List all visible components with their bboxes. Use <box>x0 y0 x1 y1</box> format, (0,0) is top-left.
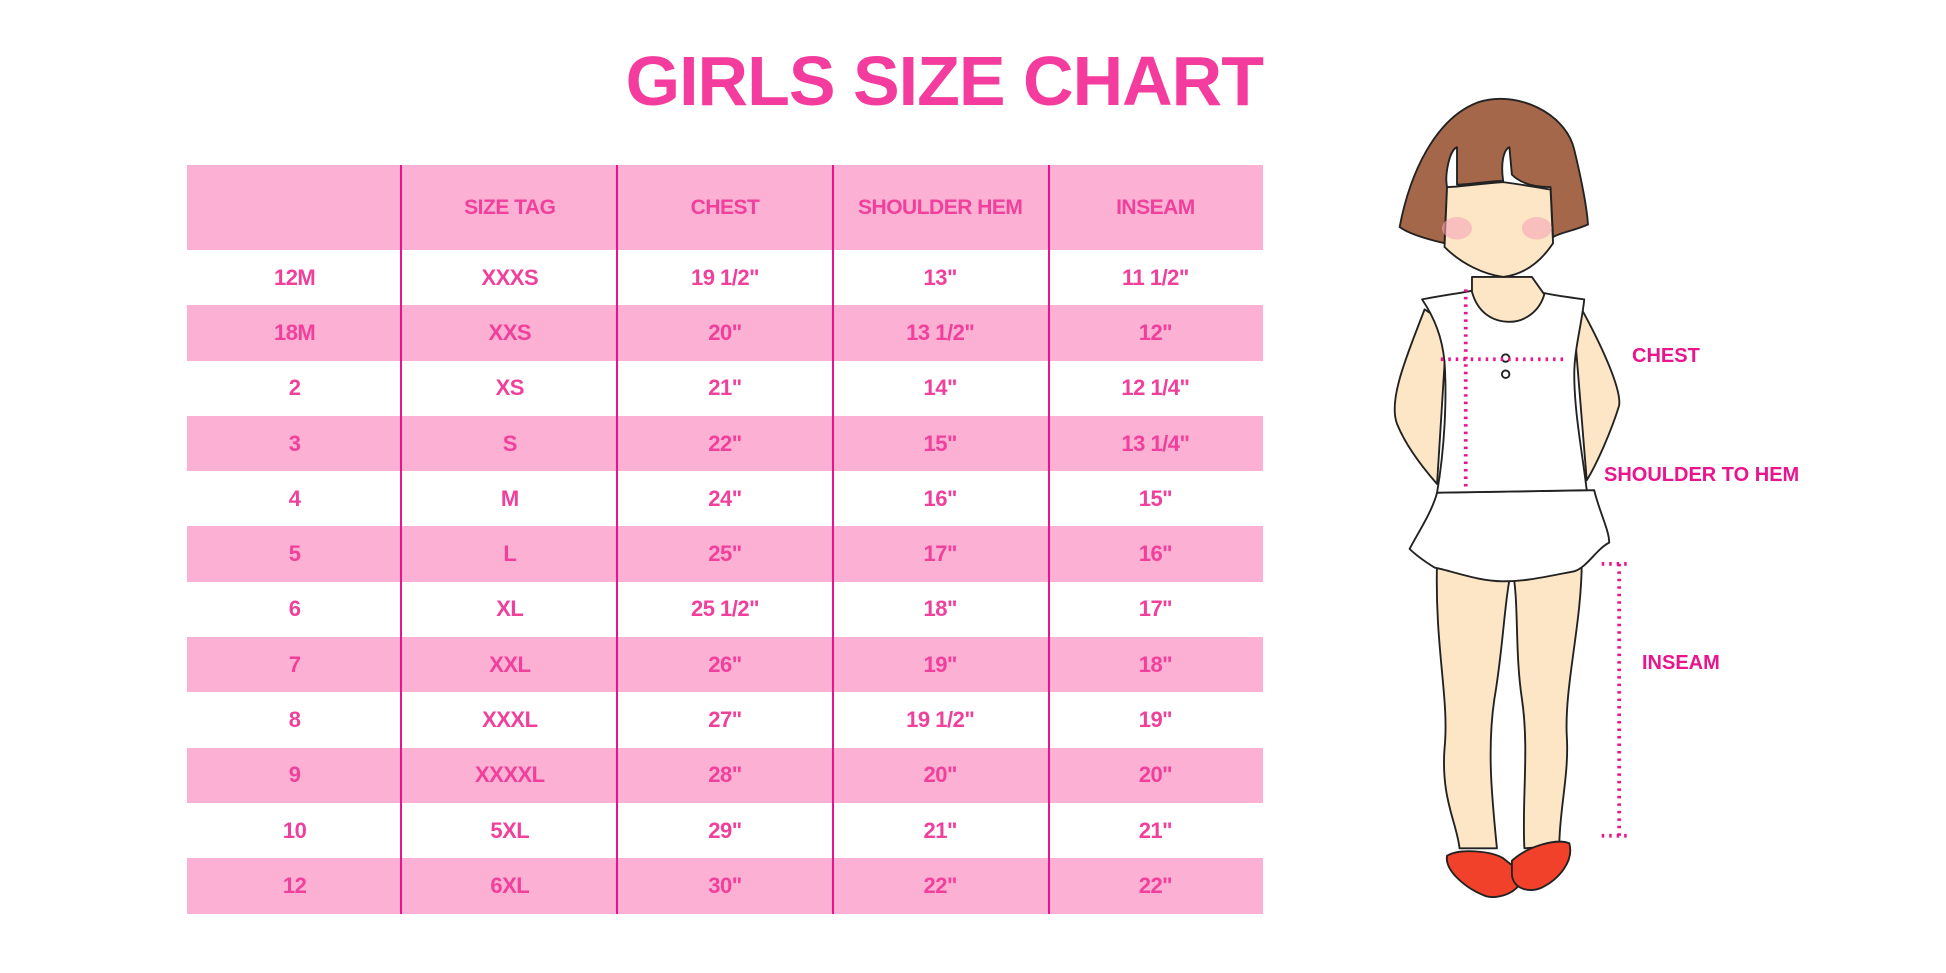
table-cell: 17" <box>1138 596 1173 622</box>
table-row: 12 6XL 30" 22" 22" <box>187 858 1263 914</box>
table-row: 4 M 24" 16" 15" <box>187 471 1263 526</box>
table-row: 18M XXS 20" 13 1/2" 12" <box>187 305 1263 361</box>
column-divider <box>1048 165 1050 914</box>
table-row: 2 XS 21" 14" 12 1/4" <box>187 361 1263 416</box>
table-cell: 19 1/2" <box>690 264 760 290</box>
table-cell: 9 <box>288 762 301 788</box>
table-row: 12M XXXS 19 1/2" 13" 11 1/2" <box>187 250 1263 305</box>
table-cell: XXXXL <box>474 762 545 788</box>
table-cell: XXXL <box>482 707 538 733</box>
table-cell: 18" <box>1138 651 1173 677</box>
table-row: 10 5XL 29" 21" 21" <box>187 803 1263 858</box>
table-cell: XXXS <box>481 264 539 290</box>
table-row: 7 XXL 26" 19" 18" <box>187 637 1263 693</box>
table-cell: 15" <box>1138 485 1173 511</box>
table-row: 6 XL 25 1/2" 18" 17" <box>187 582 1263 637</box>
right-shoe <box>1510 840 1572 891</box>
table-cell: 26" <box>708 651 742 677</box>
table-cell: 6XL <box>490 872 530 898</box>
table-cell: 11 1/2" <box>1121 264 1189 290</box>
table-cell: 8 <box>288 707 301 733</box>
table-cell: 19" <box>1138 707 1173 733</box>
table-cell: 21" <box>923 817 958 843</box>
table-cell: 6 <box>288 596 301 622</box>
table-cell: 21" <box>708 375 742 401</box>
table-cell: 20" <box>1138 762 1173 788</box>
table-cell: 12 1/4" <box>1121 375 1190 401</box>
hair <box>1398 97 1589 245</box>
table-row: 5 L 25" 17" 16" <box>187 526 1263 582</box>
neck <box>1471 275 1546 323</box>
table-cell: XXL <box>489 651 531 677</box>
table-cell: 7 <box>288 651 301 677</box>
table-cell: 24" <box>708 485 742 511</box>
skirt <box>1408 489 1611 583</box>
table-cell: 18" <box>923 596 958 622</box>
left-shoe <box>1446 850 1523 898</box>
table-cell: 27" <box>708 707 742 733</box>
table-cell: 13 1/2" <box>906 319 975 345</box>
table-cell: XS <box>495 375 525 401</box>
table-cell: S <box>502 430 518 456</box>
shoulder-to-hem-label: SHOULDER TO HEM <box>1604 464 1800 486</box>
header-cell: INSEAM <box>1116 195 1195 219</box>
table-cell: 20" <box>923 762 958 788</box>
table-cell: M <box>500 485 519 511</box>
table-cell: 21" <box>1138 817 1173 843</box>
table-cell: 12M <box>273 264 316 290</box>
table-cell: 20" <box>708 319 742 345</box>
table-row: 8 XXXL 27" 19 1/2" 19" <box>187 692 1263 747</box>
chest-label: CHEST <box>1632 345 1700 367</box>
table-cell: 13 1/4" <box>1121 430 1190 456</box>
table-cell: L <box>503 541 517 567</box>
header-cell: SHOULDER HEM <box>858 195 1023 219</box>
table-cell: 19" <box>923 651 958 677</box>
table-header-row: SIZE TAG CHEST SHOULDER HEM INSEAM <box>187 165 1263 250</box>
table-cell: 18M <box>273 319 316 345</box>
table-cell: 2 <box>288 375 301 401</box>
inseam-label: INSEAM <box>1642 652 1720 674</box>
left-arm <box>1393 308 1448 485</box>
table-cell: 14" <box>923 375 958 401</box>
table-cell: 12" <box>1138 319 1173 345</box>
column-divider <box>832 165 834 914</box>
table-cell: XXS <box>488 319 532 345</box>
table-cell: 13" <box>923 264 958 290</box>
table-cell: 25" <box>708 541 742 567</box>
table-cell: 5 <box>288 541 301 567</box>
table-cell: XL <box>496 596 524 622</box>
table-cell: 22" <box>708 430 742 456</box>
table-row: 9 XXXXL 28" 20" 20" <box>187 747 1263 803</box>
table-cell: 22" <box>923 872 958 898</box>
table-cell: 30" <box>708 872 742 898</box>
table-cell: 19 1/2" <box>906 707 975 733</box>
table-cell: 5XL <box>490 817 530 843</box>
table-cell: 15" <box>923 430 958 456</box>
table-cell: 16" <box>1138 541 1173 567</box>
table-cell: 10 <box>282 817 307 843</box>
table-cell: 3 <box>288 430 301 456</box>
button <box>1500 369 1511 379</box>
page-title: GIRLS SIZE CHART <box>625 42 1264 120</box>
right-arm <box>1573 308 1621 482</box>
table-cell: 4 <box>288 485 301 511</box>
table-cell: 25 1/2" <box>690 596 760 622</box>
legs <box>1435 560 1583 850</box>
header-cell: CHEST <box>690 195 760 219</box>
cheek <box>1442 217 1472 240</box>
cheek <box>1521 217 1552 240</box>
header-cell: SIZE TAG <box>464 195 556 219</box>
table-cell: 17" <box>923 541 958 567</box>
face <box>1443 181 1554 278</box>
table-cell: 29" <box>708 817 742 843</box>
size-table: SIZE TAG CHEST SHOULDER HEM INSEAM 12M XXXS 19… <box>187 165 1263 914</box>
table-cell: 22" <box>1138 872 1173 898</box>
table-cell: 28" <box>708 762 742 788</box>
table-row: 3 S 22" 15" 13 1/4" <box>187 415 1263 472</box>
column-divider <box>400 165 402 914</box>
column-divider <box>616 165 618 914</box>
table-cell: 12 <box>282 872 307 898</box>
table-cell: 16" <box>923 485 958 511</box>
